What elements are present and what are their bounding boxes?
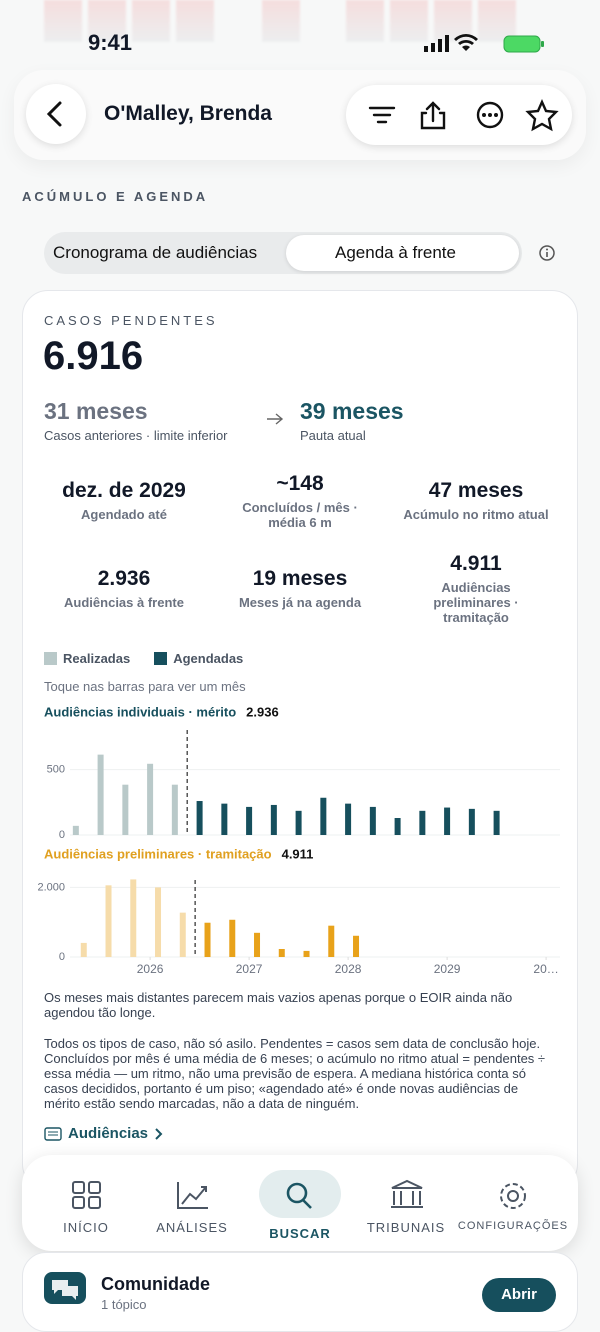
open-button[interactable]: Abrir [482,1278,556,1312]
chevron [155,1127,163,1140]
tab-label[interactable]: TRIBUNAIS [366,1220,446,1235]
segment[interactable]: Cronograma de audiências [53,243,258,262]
status-icons [424,34,544,53]
stat-label: Meses já na agenda [238,595,362,610]
toolbar-icons [368,99,559,132]
stat-value: dez. de 2029 [62,479,186,502]
stat: 47 meses Acúmulo no ritmo atual [391,479,561,522]
tab-selected-bg [259,1170,341,1218]
stat: 2.936 Audiências à frente [39,567,209,610]
to-value: 39 meses [300,398,404,424]
tab-label[interactable]: BUSCAR [269,1226,331,1241]
arrow-icon [267,413,284,425]
background-bar [390,0,428,42]
background-bar [346,0,384,42]
stat-label: Concluídos / mês · média 6 m [242,500,358,530]
background-bar [132,0,170,42]
legend-swatch [154,652,168,665]
header-title: O'Malley, Brenda [104,102,272,125]
stat: 4.911 Audiências preliminares · tramitaçã… [391,552,561,625]
tab-label[interactable]: INÍCIO [63,1220,109,1235]
stat: ~148 Concluídos / mês · média 6 m [215,472,385,530]
page: Acúmulo e agenda {"status_bar": {"time":… [22,0,578,1332]
stat: dez. de 2029 Agendado até [39,479,209,522]
card-value: 6.916 [43,334,144,378]
background-bar [176,0,214,42]
stat-value: 19 meses [252,567,348,590]
segmented-control: Cronograma de audiências Agenda à frente [44,232,522,274]
info-icon[interactable] [538,244,556,262]
section-title: ACÚMULO E AGENDA [22,189,209,204]
legend-swatch [44,652,57,665]
back-icon [46,101,62,127]
stat-value: ~148 [276,472,324,495]
stat-label: Agendado até [81,507,167,522]
status-time: 9:41 [88,30,133,55]
hint: Toque nas barras para ver um mês [44,679,246,694]
legend: Realizadas Agendadas [44,651,243,666]
legend-label: Realizadas [63,651,131,666]
stat-value: 4.911 [450,552,502,575]
stat-value: 47 meses [428,479,524,502]
stat-label: Acúmulo no ritmo atual [403,507,549,522]
community-title: Comunidade [101,1274,211,1294]
background-bar [262,0,300,42]
back-button[interactable] [26,84,86,144]
link-text: Audiências [68,1125,149,1142]
community-subtitle: 1 tópico [101,1297,147,1312]
tab-label[interactable]: CONFIGURAÇÕES [457,1220,569,1232]
note: Os meses mais distantes parecem mais vaz… [44,990,513,1020]
segment-selected [286,235,519,271]
stat: 19 meses Meses já na agenda [215,567,385,610]
card-label: CASOS PENDENTES [44,313,218,328]
stat-value: 2.936 [97,567,151,590]
card [22,290,578,1190]
tab-icons [72,1179,526,1209]
note: Todos os tipos de caso, não só asilo. Pe… [44,1036,546,1111]
stat-label: Audiências à frente [64,595,184,610]
from-label: Casos anteriores · limite inferior [44,428,228,443]
community-icon [44,1272,86,1304]
legend-label: Agendadas [173,651,244,666]
background-bar [478,0,516,42]
doc-icon [44,1126,62,1141]
background-bar [88,0,126,42]
link[interactable]: Audiências [44,1125,164,1142]
to-label: Pauta atual [300,428,366,443]
segment[interactable]: Agenda à frente [335,243,456,262]
stat-label: Audiências preliminares · tramitação [433,580,519,625]
screen: 9:41 O'Malley, Brenda ACÚMULO E AGENDA C… [22,0,578,1332]
tab-label[interactable]: ANÁLISES [156,1220,228,1235]
background-bar [44,0,82,42]
from-value: 31 meses [44,398,148,424]
